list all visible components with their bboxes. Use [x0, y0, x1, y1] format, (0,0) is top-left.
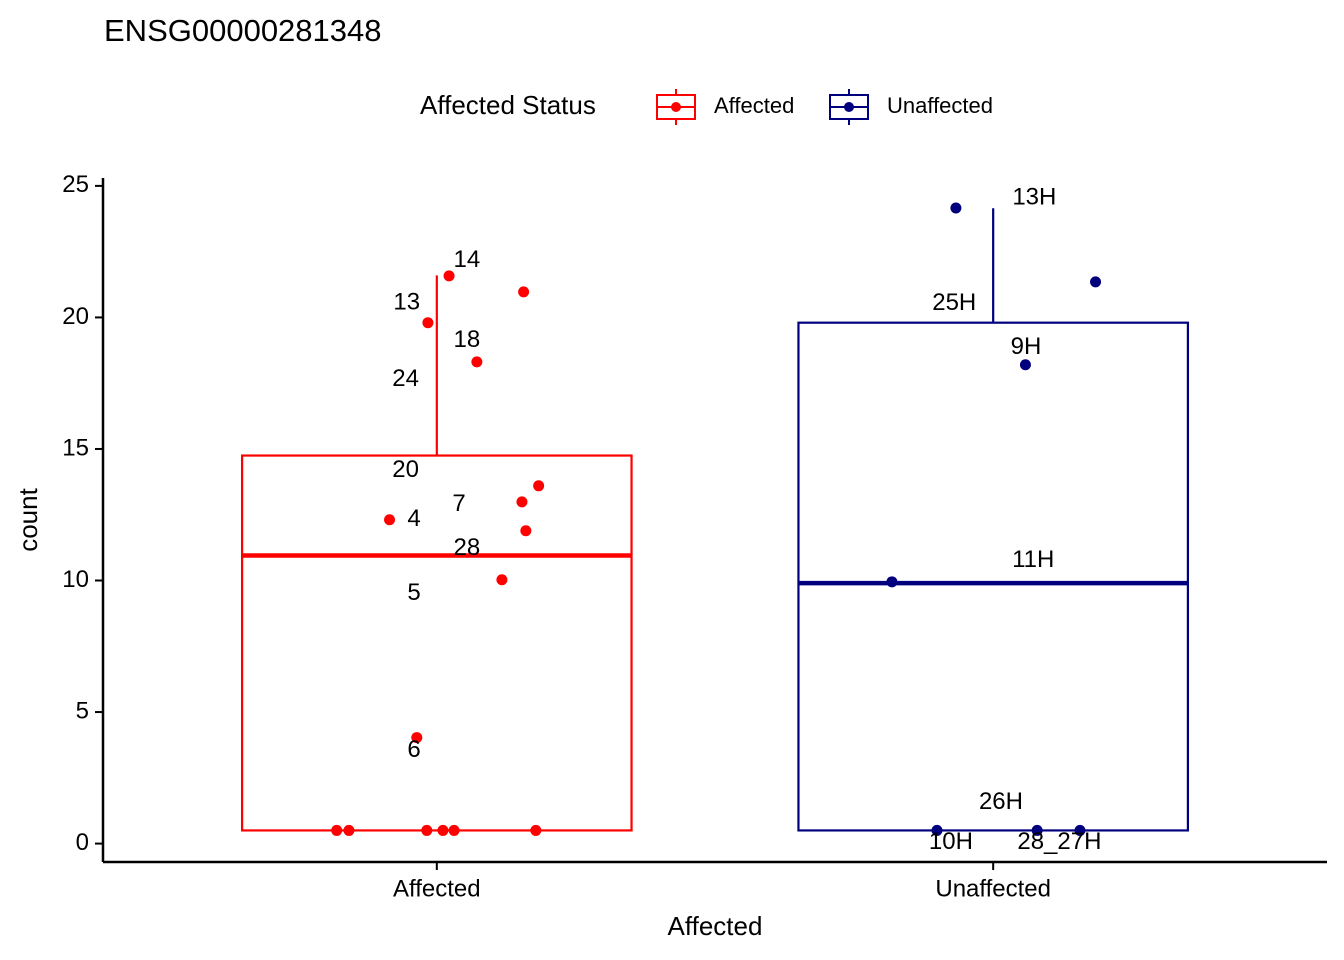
legend-label: Affected — [714, 93, 794, 118]
y-tick-label: 20 — [62, 303, 89, 330]
point — [422, 317, 434, 329]
y-tick-label: 15 — [62, 434, 89, 461]
point-label: 25H — [932, 289, 976, 316]
point — [516, 496, 528, 508]
box — [797, 321, 1190, 832]
x-tick-label: Unaffected — [935, 875, 1051, 902]
point-label: 26H — [979, 788, 1023, 815]
point — [518, 286, 530, 298]
chart-title: ENSG00000281348 — [104, 13, 382, 48]
box — [240, 454, 633, 832]
y-tick-label: 0 — [76, 829, 89, 856]
point — [437, 824, 449, 836]
point-label: 9H — [1011, 333, 1042, 360]
point — [343, 824, 355, 836]
point — [886, 576, 898, 588]
legend-label: Unaffected — [887, 93, 993, 118]
point-label: 24 — [392, 365, 419, 392]
point — [530, 824, 542, 836]
point-label: 11H — [1012, 546, 1054, 573]
point-label: 4 — [407, 505, 420, 532]
point-label: 28_27H — [1017, 828, 1101, 855]
point — [1074, 824, 1086, 836]
point-label: 18 — [454, 326, 481, 353]
point — [496, 574, 508, 586]
point — [1019, 359, 1031, 371]
point-label: 20 — [392, 456, 419, 483]
legend-key — [844, 102, 854, 112]
point — [471, 356, 483, 368]
x-axis-title: Affected — [668, 911, 763, 941]
point — [520, 525, 532, 537]
point — [384, 514, 396, 526]
point — [1031, 824, 1043, 836]
point-label: 5 — [407, 579, 420, 606]
point-label: 13 — [393, 288, 420, 315]
point-label: 6 — [407, 736, 420, 763]
y-tick-label: 5 — [76, 697, 89, 724]
point — [443, 270, 455, 282]
y-tick-label: 10 — [62, 566, 89, 593]
point — [411, 732, 423, 744]
point — [331, 824, 343, 836]
legend-key — [671, 102, 681, 112]
point — [421, 824, 433, 836]
point-label: 10H — [929, 828, 973, 855]
point-label: 28 — [454, 534, 481, 561]
point-label: 14 — [454, 246, 481, 273]
point — [448, 824, 460, 836]
x-tick-label: Affected — [393, 875, 481, 902]
point-label: 7 — [452, 490, 465, 517]
point — [1090, 276, 1102, 288]
legend-title: Affected Status — [420, 90, 596, 120]
y-axis-title: count — [13, 487, 43, 551]
point-label: 13H — [1012, 183, 1056, 210]
point — [950, 202, 962, 214]
y-tick-label: 25 — [62, 171, 89, 198]
point — [533, 480, 545, 492]
point — [931, 824, 943, 836]
